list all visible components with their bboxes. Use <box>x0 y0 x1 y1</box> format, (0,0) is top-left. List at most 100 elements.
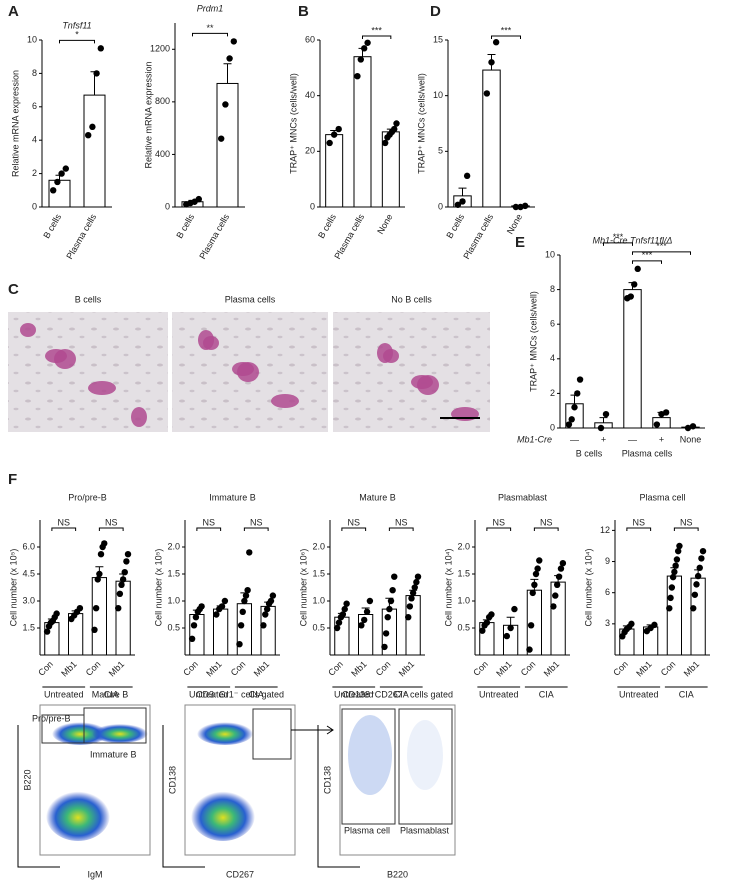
data-point <box>97 551 105 558</box>
data-point <box>488 611 495 618</box>
y-tick-label: 6 <box>32 101 37 111</box>
data-point <box>192 614 200 621</box>
x-tick-label: — <box>628 434 637 444</box>
significance-label: NS <box>632 517 645 527</box>
y-tick-label: 2.0 <box>167 541 180 551</box>
y-tick-label: 0.5 <box>167 622 180 632</box>
x-tick-label: B cells <box>444 212 466 240</box>
data-point <box>492 39 500 46</box>
chart-title: Mature B <box>359 492 396 502</box>
data-point <box>335 125 342 133</box>
data-point <box>512 203 520 211</box>
y-tick-label: 6.0 <box>22 541 35 551</box>
significance-label: *** <box>613 232 624 242</box>
significance-label: NS <box>105 517 118 527</box>
chart-title: Tnfsf11 <box>62 20 91 30</box>
data-point <box>634 265 641 273</box>
significance-label: *** <box>371 25 382 35</box>
data-point <box>521 202 529 210</box>
data-point <box>89 123 96 131</box>
significance-label: NS <box>680 517 693 527</box>
significance-bracket <box>486 527 512 531</box>
data-point <box>391 573 398 580</box>
data-point <box>673 556 681 563</box>
data-point <box>557 565 565 572</box>
data-point <box>531 581 538 588</box>
data-point <box>263 605 271 613</box>
data-point <box>85 131 92 139</box>
group-label: CIA <box>679 689 694 699</box>
significance-label: *** <box>642 250 653 260</box>
y-tick-label: 0.5 <box>457 622 470 632</box>
data-point <box>671 568 678 576</box>
x-tick-label: Mb1 <box>397 659 416 678</box>
gate-label: Immature B <box>90 749 137 759</box>
data-point <box>381 139 389 147</box>
data-point <box>354 72 361 80</box>
significance-label: NS <box>347 517 360 527</box>
group-label: Untreated <box>619 689 659 699</box>
flow-x-label: B220 <box>387 869 408 879</box>
data-point <box>405 614 412 621</box>
data-point <box>91 626 98 633</box>
gate <box>83 707 147 744</box>
data-point <box>50 187 57 194</box>
x-tick-label: Con <box>229 659 248 678</box>
bar <box>91 577 107 656</box>
data-point <box>602 410 610 418</box>
data-point <box>653 421 661 428</box>
group-label: CIA <box>394 689 409 699</box>
data-point <box>413 578 420 586</box>
x-tick-label: Mb1 <box>59 659 78 678</box>
gate <box>398 708 453 825</box>
osteoclast <box>377 343 393 363</box>
data-point <box>339 611 347 618</box>
data-point <box>190 622 198 629</box>
data-point <box>698 555 705 562</box>
y-tick-label: 60 <box>305 34 315 44</box>
data-point <box>483 619 491 626</box>
bar <box>216 82 239 208</box>
data-point <box>387 597 395 605</box>
data-point <box>53 610 60 617</box>
data-point <box>550 603 557 610</box>
x-tick-label: B cells <box>174 212 196 240</box>
panel-label: A <box>8 3 19 20</box>
density <box>191 789 255 841</box>
x-tick-label: Con <box>374 659 393 678</box>
data-point <box>668 584 676 591</box>
x-tick-label: B cells <box>316 212 338 240</box>
data-point <box>58 170 65 177</box>
y-tick-label: 9 <box>605 556 610 566</box>
osteoclast <box>45 349 67 363</box>
density <box>52 721 108 745</box>
x-tick-label: Con <box>519 659 538 678</box>
y-tick-label: 4.5 <box>22 568 35 578</box>
x-tick-label: — <box>570 434 579 444</box>
data-point <box>267 597 275 605</box>
micrograph-label: B cells <box>75 294 102 304</box>
y-tick-label: 800 <box>155 96 170 106</box>
y-tick-label: 12 <box>600 525 610 535</box>
x-tick-label: Plasma cells <box>197 212 231 261</box>
panel-label: F <box>8 471 17 488</box>
y-tick-label: 8 <box>550 284 555 294</box>
data-point <box>262 611 269 618</box>
data-point <box>241 597 248 605</box>
flow-x-label: CD267 <box>226 869 254 879</box>
panel-label: E <box>515 234 525 251</box>
data-point <box>536 557 543 564</box>
y-tick-label: 2 <box>550 388 555 398</box>
data-point <box>119 576 127 583</box>
x-tick-label: None <box>505 212 524 236</box>
osteoclast <box>232 362 254 376</box>
significance-bracket <box>626 527 652 531</box>
data-point <box>121 569 128 576</box>
significance-bracket <box>673 527 699 531</box>
data-point <box>43 628 51 635</box>
y-tick-label: 4 <box>550 353 555 363</box>
significance-bracket <box>603 242 633 246</box>
y-tick-label: 3 <box>605 618 610 628</box>
group-label: Plasma cells <box>622 448 673 458</box>
group-label: CIA <box>539 689 554 699</box>
